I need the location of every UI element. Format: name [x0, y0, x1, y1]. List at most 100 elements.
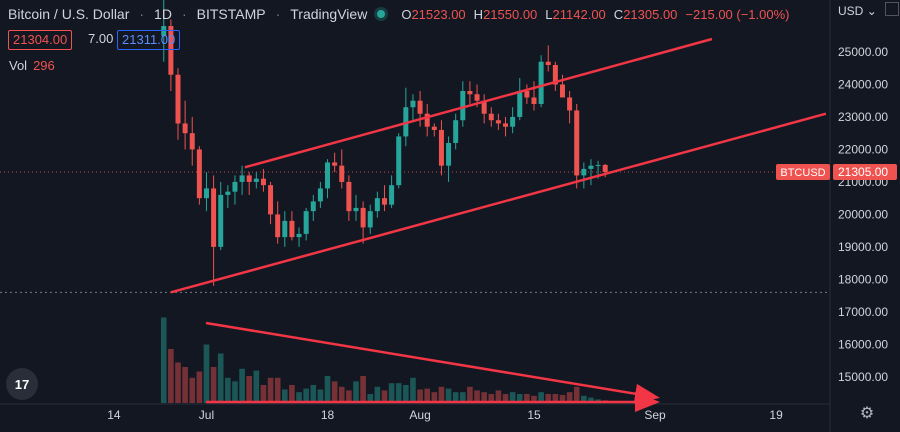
- candle-body: [225, 191, 231, 195]
- candle-body: [545, 61, 551, 65]
- candle-body: [260, 178, 266, 186]
- volume-bar: [210, 367, 217, 403]
- volume-bar: [445, 388, 452, 403]
- volume-bar: [438, 386, 445, 403]
- candle-body: [438, 129, 444, 166]
- candle-body: [253, 178, 259, 182]
- candle-body: [495, 120, 501, 124]
- candle-body: [310, 201, 316, 212]
- candle-body: [424, 113, 430, 127]
- x-tick-label: Aug: [409, 408, 430, 422]
- spread-value: 7.00: [88, 31, 114, 46]
- candle-body: [381, 198, 387, 205]
- change-value: −215.00 (−1.00%): [685, 6, 790, 22]
- candle-body: [581, 168, 587, 176]
- source-label: TradingView: [290, 6, 368, 22]
- candle-body: [588, 165, 594, 169]
- high-value: 21550.00: [483, 6, 538, 22]
- volume-bar: [168, 349, 174, 403]
- candle-body: [567, 97, 573, 111]
- upper-channel-line: [244, 37, 713, 169]
- exchange-label: BITSTAMP: [196, 6, 266, 22]
- candle-body: [218, 194, 224, 247]
- candle-body: [488, 113, 494, 121]
- volume-bar: [182, 367, 188, 403]
- tradingview-logo-icon[interactable]: 17: [6, 368, 38, 400]
- volume-bar: [282, 389, 288, 403]
- candle-body: [239, 175, 245, 182]
- candle-body: [168, 26, 174, 75]
- volume-bar: [403, 385, 409, 403]
- candle-body: [303, 211, 309, 234]
- volume-bar: [452, 392, 459, 403]
- candle-body: [246, 175, 252, 182]
- candle-body: [602, 164, 608, 173]
- y-tick-label: 18000.00: [838, 272, 888, 286]
- volume-bar: [324, 376, 331, 403]
- candle-body: [353, 207, 359, 212]
- candle-body: [453, 120, 459, 143]
- candle-body: [389, 185, 395, 205]
- volume-bar: [246, 376, 252, 403]
- bid-price-button[interactable]: 21304.00: [8, 30, 73, 50]
- currency-selector[interactable]: USD ⌄: [838, 4, 877, 18]
- chevron-down-icon: ⌄: [866, 4, 877, 18]
- candle-body: [538, 61, 544, 104]
- volume-bar: [395, 383, 402, 403]
- symbol-name[interactable]: Bitcoin / U.S. Dollar: [8, 6, 130, 22]
- x-tick-label: 18: [321, 408, 335, 422]
- volume-bar: [346, 390, 352, 403]
- candle-body: [481, 100, 487, 114]
- ask-price-button[interactable]: 21311.00: [117, 30, 181, 50]
- volume-bar: [338, 386, 345, 403]
- chart-header: Bitcoin / U.S. Dollar · 1D · BITSTAMP · …: [8, 6, 790, 22]
- candle-body: [595, 164, 601, 166]
- volume-bar: [203, 344, 210, 403]
- symbol-tag-label: BTCUSD: [780, 167, 825, 179]
- last-price-tag-label: 21305.00: [838, 165, 888, 179]
- candle-body: [460, 90, 466, 121]
- volume-trend-arrow: [205, 321, 660, 404]
- candle-body: [346, 181, 352, 212]
- volume-value: 296: [33, 58, 55, 73]
- volume-bar: [381, 390, 388, 403]
- volume-bar: [310, 385, 317, 403]
- candle-body: [175, 74, 181, 124]
- candle-body: [203, 188, 209, 199]
- volume-bar: [253, 370, 260, 403]
- volume-bar: [538, 392, 544, 403]
- volume-bar: [360, 376, 366, 403]
- candle-body: [524, 90, 530, 98]
- volume-bar: [267, 377, 274, 403]
- volume-bar: [424, 388, 430, 403]
- close-value: 21305.00: [623, 6, 678, 22]
- volume-bar: [367, 394, 374, 403]
- volume-bar: [516, 394, 523, 403]
- volume-bar: [239, 368, 245, 403]
- gear-icon[interactable]: ⚙: [859, 405, 875, 422]
- y-tick-label: 25000.00: [838, 45, 888, 59]
- volume-bar: [581, 395, 587, 403]
- y-tick-label: 16000.00: [838, 337, 888, 351]
- volume-legend: Vol 296: [9, 58, 55, 73]
- candle-body: [474, 94, 480, 101]
- y-tick-label: 22000.00: [838, 142, 888, 156]
- volume-bar: [488, 394, 495, 403]
- candle-body: [510, 116, 516, 127]
- candle-body: [467, 90, 473, 95]
- candle-body: [211, 188, 217, 247]
- volume-bar: [331, 381, 338, 403]
- volume-bar: [502, 394, 509, 403]
- y-tick-label: 24000.00: [838, 77, 888, 91]
- expand-icon[interactable]: [885, 2, 899, 16]
- volume-bar: [524, 394, 530, 403]
- volume-bar: [388, 383, 395, 403]
- candle-body: [325, 162, 331, 189]
- candle-body: [282, 220, 288, 238]
- volume-bar: [410, 377, 416, 403]
- volume-bar: [374, 386, 381, 403]
- volume-bar: [573, 386, 580, 403]
- volume-bar: [274, 377, 281, 403]
- interval-label[interactable]: 1D: [154, 6, 172, 22]
